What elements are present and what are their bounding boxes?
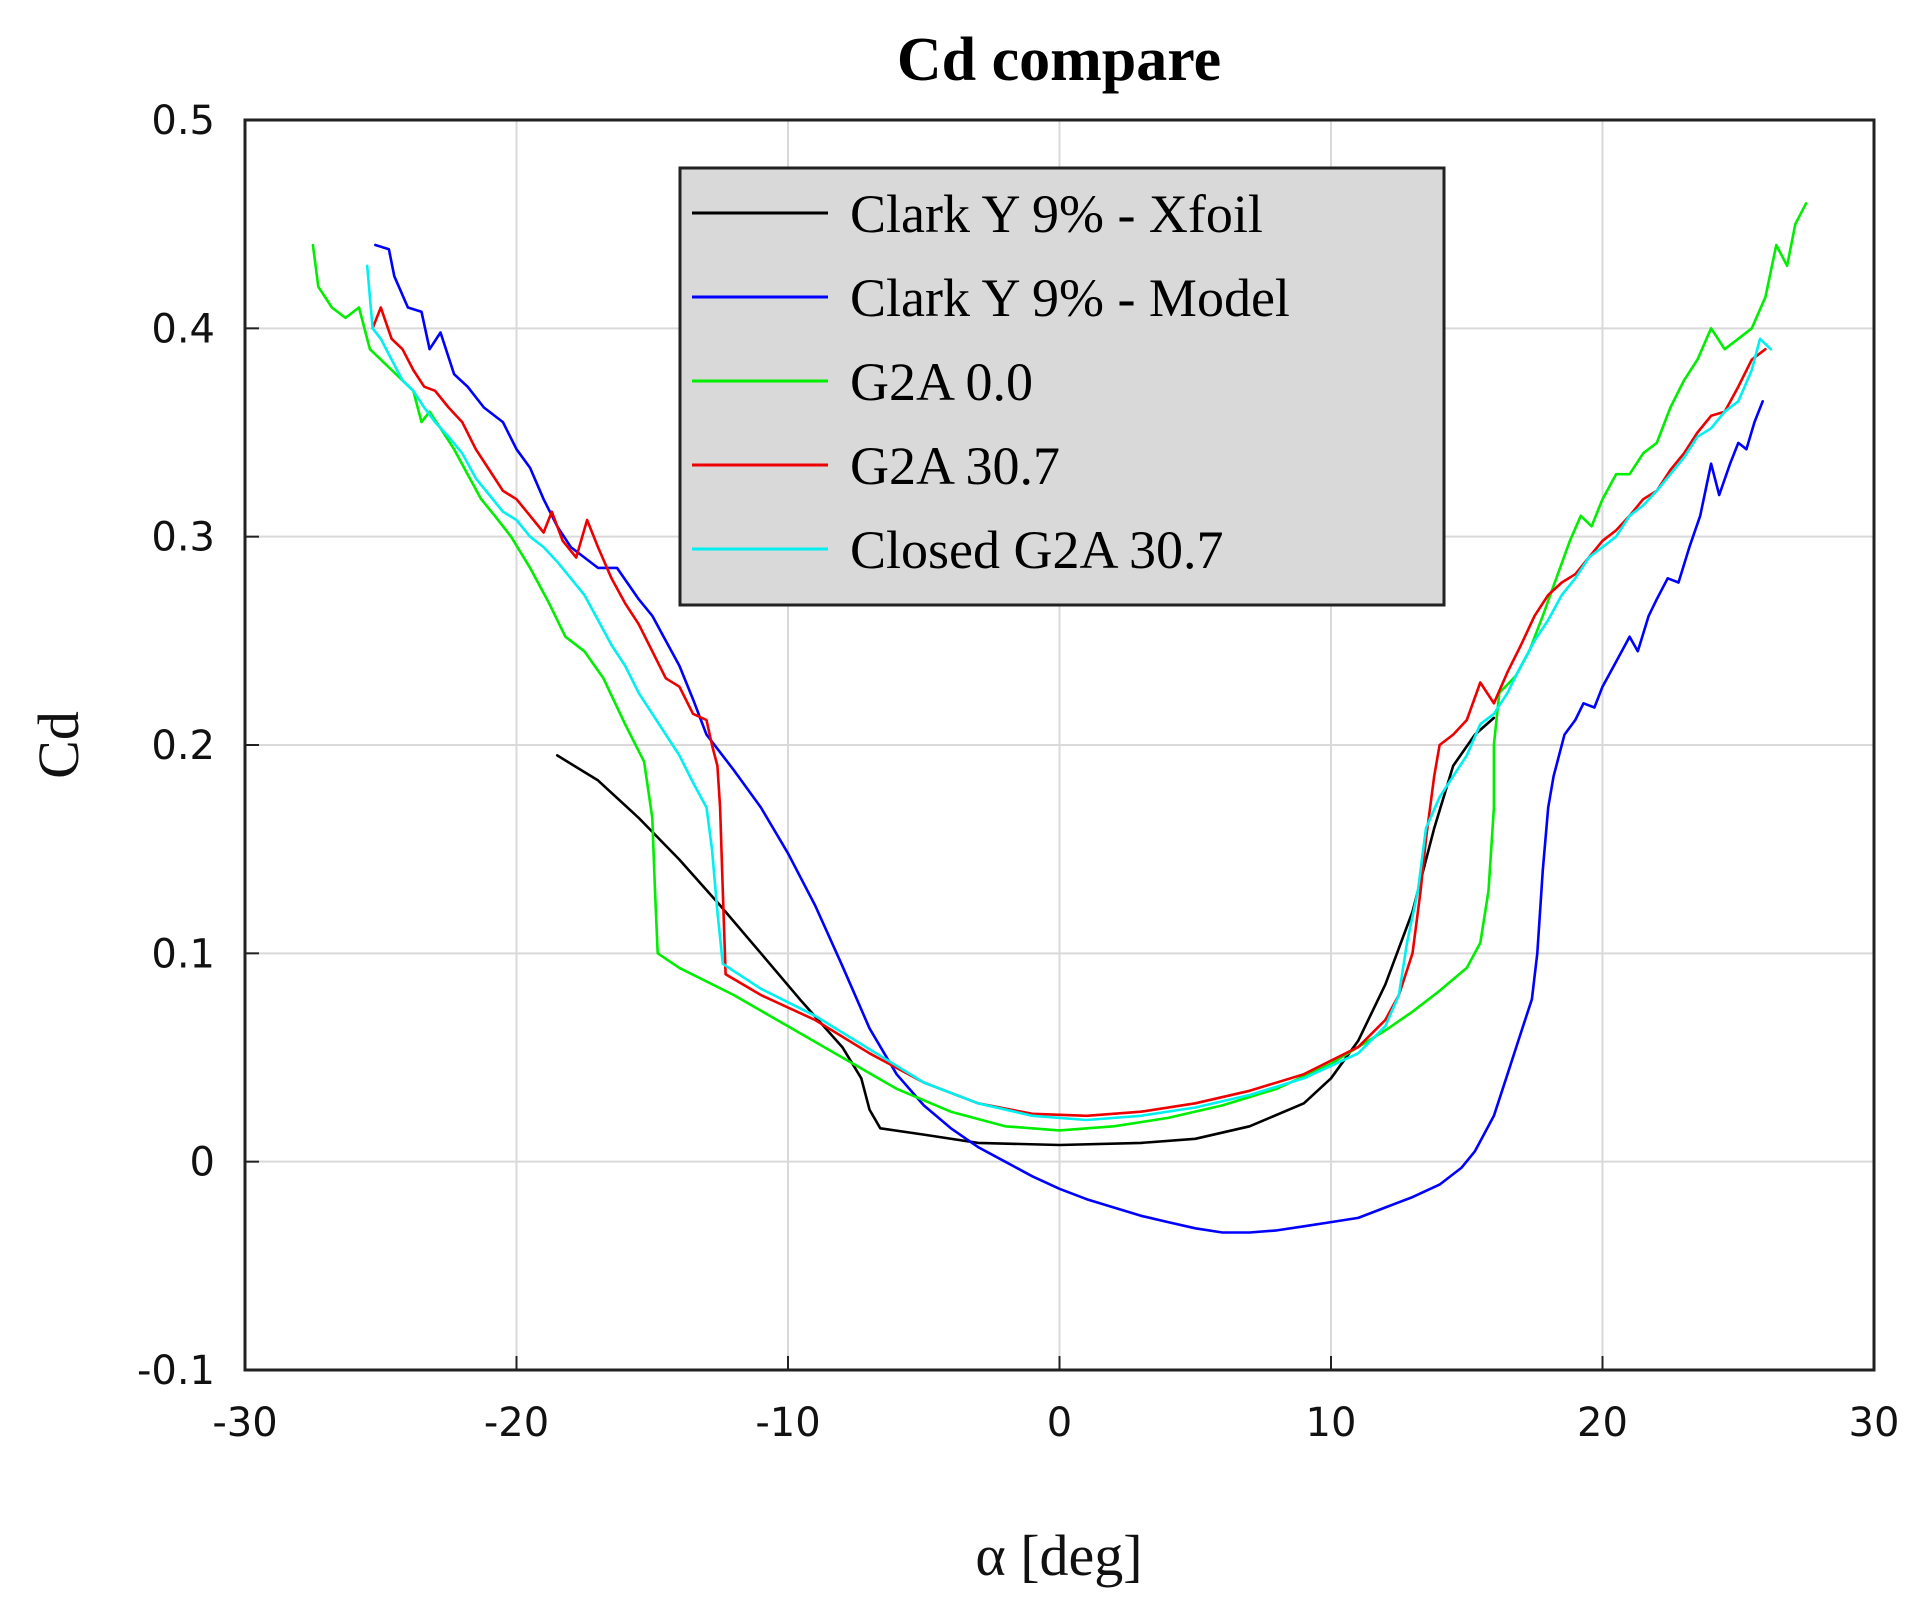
chart-title: Cd compare bbox=[897, 26, 1221, 94]
legend-entry-closed-g2a-30-7: Closed G2A 30.7 bbox=[850, 520, 1224, 580]
y-tick-label: -0.1 bbox=[137, 1348, 215, 1394]
legend: Clark Y 9% - Xfoil Clark Y 9% - Model G2A … bbox=[678, 166, 1446, 607]
series-line-closed-g2a-30-7 bbox=[365, 264, 1773, 1122]
legend-entry-clark-y-9-model: Clark Y 9% - Model bbox=[850, 268, 1290, 328]
y-tick-label: 0.2 bbox=[151, 723, 215, 769]
x-tick-label: 0 bbox=[1047, 1400, 1072, 1446]
x-tick-label: 30 bbox=[1849, 1400, 1900, 1446]
legend-box bbox=[678, 166, 1446, 607]
x-tick-label: -20 bbox=[484, 1400, 549, 1446]
x-tick-label: -30 bbox=[212, 1400, 277, 1446]
y-axis-label: Cd bbox=[26, 711, 91, 779]
y-tick-label: 0.5 bbox=[151, 98, 215, 144]
legend-entry-clark-y-9-xfoil: Clark Y 9% - Xfoil bbox=[850, 184, 1263, 244]
y-tick-label: 0 bbox=[190, 1140, 215, 1186]
x-tick-label: 20 bbox=[1577, 1400, 1628, 1446]
x-axis-label: α [deg] bbox=[975, 1523, 1142, 1588]
y-axis-ticks: -0.1 0 0.1 0.2 0.3 0.4 0.5 bbox=[137, 98, 259, 1394]
x-tick-label: -10 bbox=[755, 1400, 820, 1446]
y-tick-label: 0.1 bbox=[151, 931, 215, 977]
x-axis-ticks: -30 -20 -10 0 10 20 30 bbox=[212, 1356, 1899, 1446]
legend-entry-g2a-0-0: G2A 0.0 bbox=[850, 352, 1033, 412]
series-group bbox=[311, 202, 1808, 1234]
y-tick-label: 0.4 bbox=[151, 306, 215, 352]
x-tick-label: 10 bbox=[1306, 1400, 1357, 1446]
legend-entry-g2a-30-7: G2A 30.7 bbox=[850, 436, 1060, 496]
y-tick-label: 0.3 bbox=[151, 515, 215, 561]
series-line-clark-y-9-xfoil bbox=[555, 716, 1496, 1147]
